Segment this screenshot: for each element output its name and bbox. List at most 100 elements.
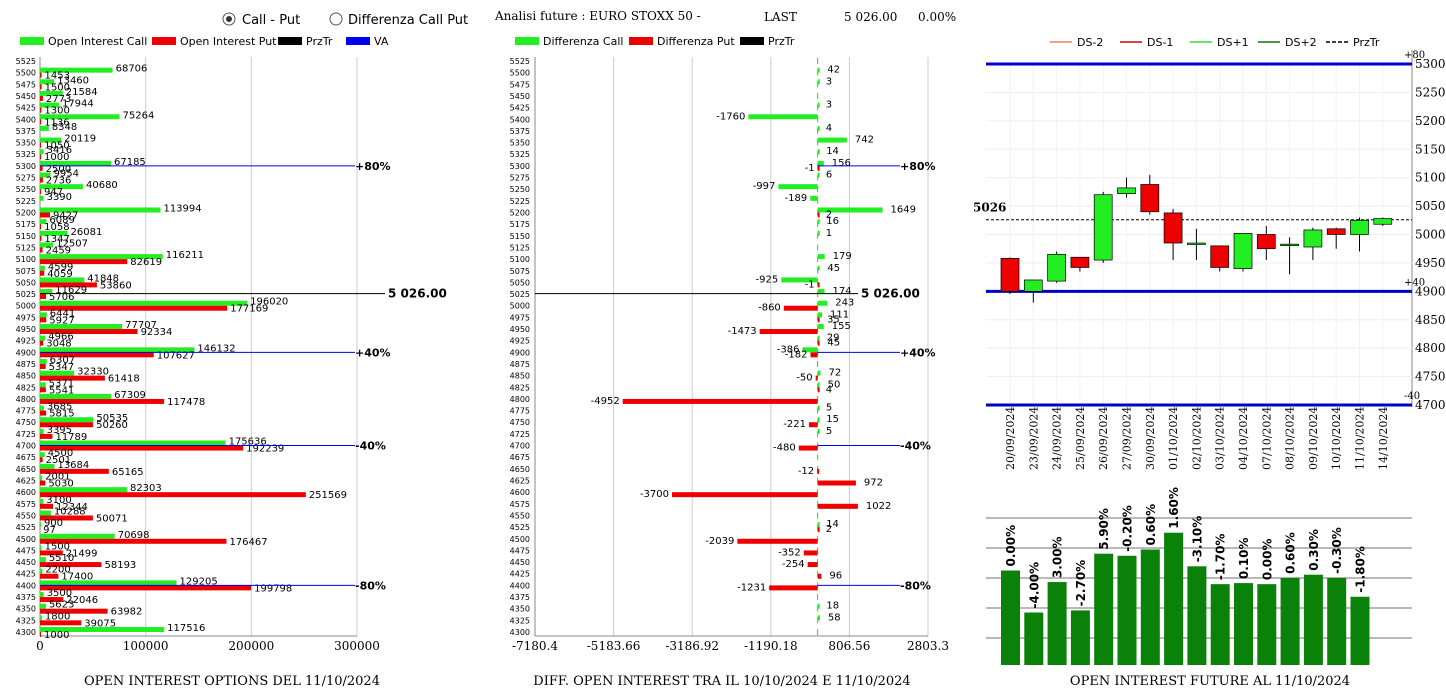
call-bar [40, 394, 111, 399]
radio-differenza[interactable]: Differenza Call Put [330, 13, 468, 28]
strike-label: 4375 [16, 593, 36, 602]
strike-label: 4925 [16, 337, 36, 346]
x-tick-label: -5183.66 [587, 639, 641, 653]
strike-label: 4775 [16, 407, 36, 416]
radio-icon[interactable] [330, 13, 342, 25]
strike-label: 4825 [510, 383, 530, 392]
strike-label: 4525 [16, 523, 36, 532]
legend-swatch [346, 37, 370, 45]
call-value-label: 75264 [123, 110, 155, 121]
analysis-title: Analisi future : EURO STOXX 50 - [494, 9, 701, 23]
strike-label: 4900 [16, 348, 36, 357]
put-value-label: 176467 [229, 537, 267, 548]
strike-label: 5150 [510, 232, 530, 241]
oi-bar [1187, 566, 1206, 665]
x-tick-label: 0 [36, 639, 44, 653]
call-value-label: 3390 [47, 192, 72, 203]
strike-label: 4725 [16, 430, 36, 439]
oi-bar-label: 3.00% [1051, 536, 1065, 578]
strike-label: 4500 [510, 535, 530, 544]
candle-body [1141, 184, 1159, 211]
strike-label: 4650 [510, 465, 530, 474]
va-label: -40% [355, 440, 386, 453]
strike-label: 4950 [16, 325, 36, 334]
put-bar [40, 574, 58, 579]
strike-label: 4700 [16, 442, 36, 451]
radio-dot-icon [226, 16, 232, 22]
oi-bar [1164, 533, 1183, 665]
date-label: 09/10/2024 [1307, 407, 1320, 470]
oi-bar [1118, 556, 1137, 665]
strike-label: 5025 [510, 290, 530, 299]
put-diff-bar [769, 585, 817, 590]
strike-label: 4750 [16, 418, 36, 427]
strike-label: 4800 [510, 395, 530, 404]
band-label: -40 [1404, 391, 1420, 402]
strike-label: 5375 [16, 127, 36, 136]
strike-label: 5325 [16, 150, 36, 159]
call-bar [40, 359, 47, 364]
strike-label: 5200 [16, 208, 36, 217]
oi-bar [1327, 578, 1346, 665]
call-diff-label: 1 [826, 228, 832, 239]
strike-label: 4975 [16, 313, 36, 322]
oi-bar-label: 0.00% [1260, 539, 1274, 581]
y-tick-label: 5000 [1415, 228, 1446, 242]
call-bar [40, 266, 45, 271]
strike-label: 4425 [510, 570, 530, 579]
strike-label: 5425 [16, 104, 36, 113]
candle-body [1118, 188, 1136, 194]
strike-label: 4400 [16, 581, 36, 590]
strike-label: 5000 [16, 302, 36, 311]
strike-label: 5100 [16, 255, 36, 264]
call-diff-bar [818, 126, 820, 131]
put-diff-label: -50 [796, 373, 812, 384]
put-bar [40, 224, 41, 229]
candle-body [1374, 219, 1392, 225]
call-diff-bar [818, 406, 820, 411]
strike-label: 5275 [510, 174, 530, 183]
call-value-label: 113994 [163, 203, 201, 214]
strike-label: 4625 [510, 477, 530, 486]
strike-label: 4650 [16, 465, 36, 474]
call-bar [40, 441, 226, 446]
put-diff-bar [818, 527, 820, 532]
put-diff-bar [818, 504, 858, 509]
strike-label: 4850 [510, 372, 530, 381]
x-tick-label: 100000 [123, 639, 169, 653]
candle-body [1001, 258, 1019, 291]
call-diff-bar [818, 522, 820, 527]
put-value-label: 177169 [230, 304, 268, 315]
call-diff-bar [818, 68, 820, 73]
strike-label: 4700 [510, 442, 530, 451]
strike-label: 5000 [510, 302, 530, 311]
put-diff-label: -221 [783, 419, 806, 430]
oi-bar [1094, 554, 1113, 665]
strike-label: 5350 [16, 139, 36, 148]
call-bar [40, 510, 51, 515]
oi-bar [1048, 582, 1067, 665]
strike-label: 5400 [16, 115, 36, 124]
strike-label: 5250 [16, 185, 36, 194]
call-value-label: 8348 [52, 122, 77, 133]
put-bar [40, 189, 41, 194]
strike-label: 5050 [510, 278, 530, 287]
legend-label: PrzTr [1353, 36, 1380, 49]
call-diff-bar [818, 604, 820, 609]
radio-call-put[interactable]: Call - Put [223, 13, 300, 28]
put-diff-bar [737, 539, 817, 544]
va-label: -80% [355, 579, 386, 592]
chart-title: OPEN INTEREST FUTURE AL 11/10/2024 [1070, 674, 1350, 689]
va-label: +40% [355, 346, 391, 359]
call-diff-label: 16 [826, 216, 839, 227]
strike-label: 5075 [510, 267, 530, 276]
call-diff-bar [818, 219, 820, 224]
candle-body [1094, 195, 1112, 260]
put-value-label: 63982 [111, 607, 143, 618]
legend-label: Differenza Call [543, 35, 623, 48]
strike-label: 4875 [510, 360, 530, 369]
call-value-label: 26081 [71, 227, 103, 238]
